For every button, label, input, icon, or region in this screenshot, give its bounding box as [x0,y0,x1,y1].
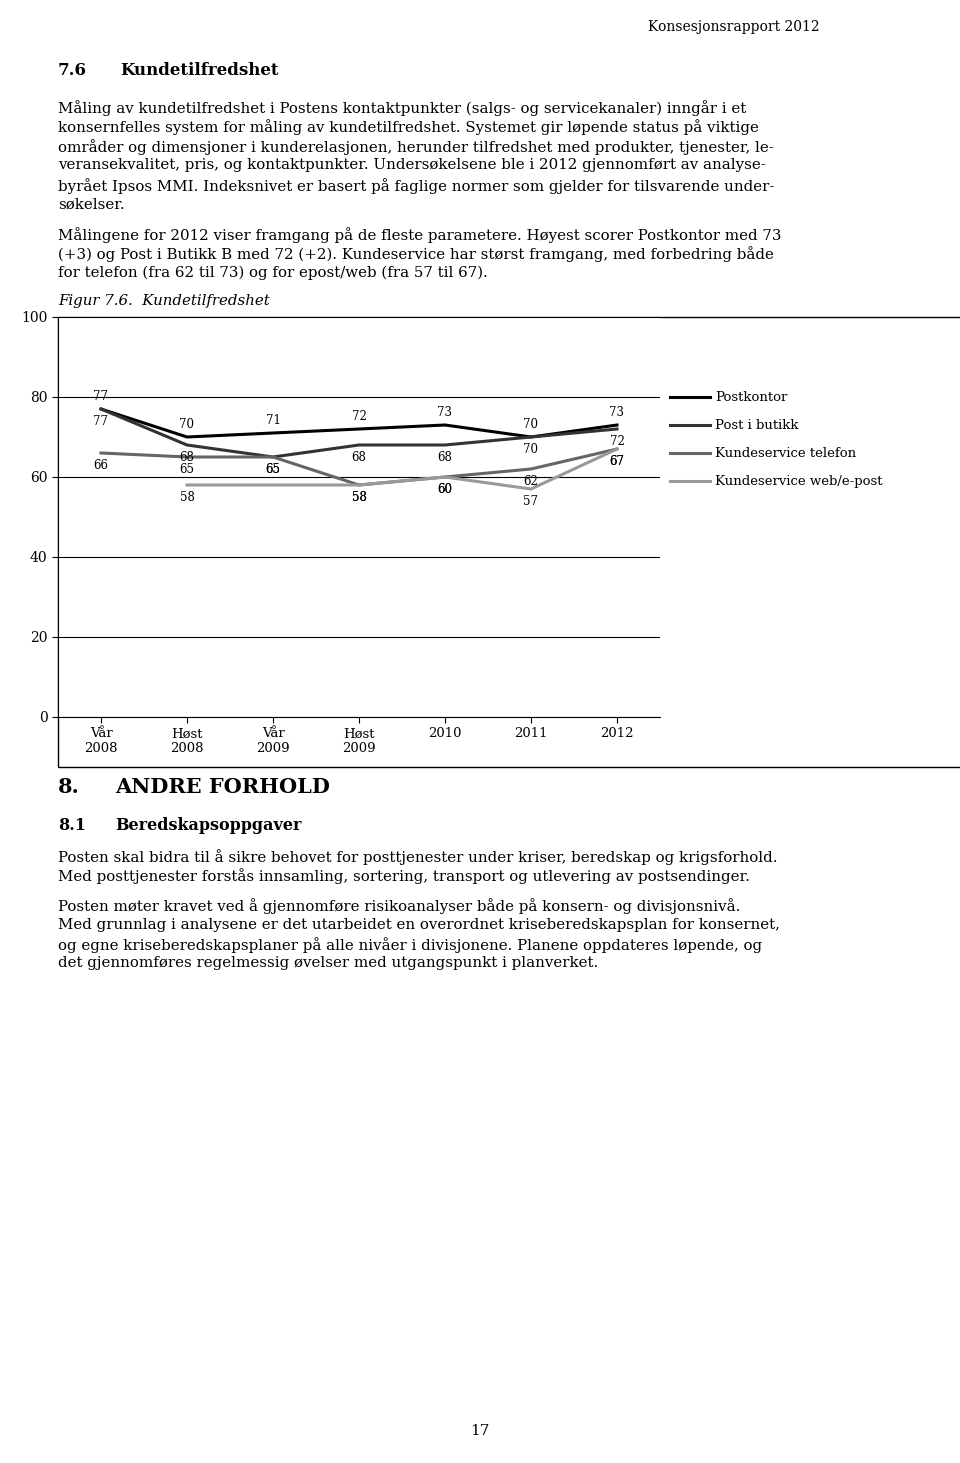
Text: 77: 77 [93,415,108,429]
Text: 73: 73 [610,407,625,418]
Text: 70: 70 [523,443,539,456]
Text: 72: 72 [351,410,367,423]
Text: 58: 58 [351,492,367,503]
Text: Med posttjenester forstås innsamling, sortering, transport og utlevering av post: Med posttjenester forstås innsamling, so… [58,869,750,884]
Text: 68: 68 [351,451,367,464]
Text: 58: 58 [351,492,367,503]
Text: Kundeservice telefon: Kundeservice telefon [715,448,856,459]
Text: 72: 72 [610,435,624,448]
Text: 62: 62 [523,475,539,489]
Text: 73: 73 [438,407,452,418]
Text: det gjennomføres regelmessig øvelser med utgangspunkt i planverket.: det gjennomføres regelmessig øvelser med… [58,957,598,970]
Text: 77: 77 [93,391,108,402]
Text: Figur 7.6.  Kundetilfredshet: Figur 7.6. Kundetilfredshet [58,294,270,307]
Text: 8.: 8. [58,777,80,797]
Text: 67: 67 [610,455,625,468]
Text: 60: 60 [438,483,452,496]
Text: 8.1: 8.1 [58,816,86,834]
Text: for telefon (fra 62 til 73) og for epost/web (fra 57 til 67).: for telefon (fra 62 til 73) og for epost… [58,266,488,281]
Text: 70: 70 [180,418,195,432]
Text: Beredskapsoppgaver: Beredskapsoppgaver [115,816,301,834]
Text: 71: 71 [266,414,280,427]
Text: 65: 65 [180,462,195,475]
Text: Kundeservice web/e-post: Kundeservice web/e-post [715,475,882,489]
Text: (+3) og Post i Butikk B med 72 (+2). Kundeservice har størst framgang, med forbe: (+3) og Post i Butikk B med 72 (+2). Kun… [58,246,774,262]
Text: 67: 67 [610,455,625,468]
Text: Post i butikk: Post i butikk [715,418,799,432]
Text: 70: 70 [523,418,539,432]
Text: Posten skal bidra til å sikre behovet for posttjenester under kriser, beredskap : Posten skal bidra til å sikre behovet fo… [58,849,778,865]
Text: 57: 57 [523,494,539,508]
Text: konsernfelles system for måling av kundetilfredshet. Systemet gir løpende status: konsernfelles system for måling av kunde… [58,120,758,136]
Text: 65: 65 [266,462,280,475]
Text: 66: 66 [93,459,108,473]
Text: Posten møter kravet ved å gjennomføre risikoanalyser både på konsern- og divisjo: Posten møter kravet ved å gjennomføre ri… [58,898,740,914]
Text: 58: 58 [180,492,195,503]
Text: Målingene for 2012 viser framgang på de fleste parametere. Høyest scorer Postkon: Målingene for 2012 viser framgang på de … [58,227,781,243]
Text: søkelser.: søkelser. [58,198,125,212]
Text: områder og dimensjoner i kunderelasjonen, herunder tilfredshet med produkter, tj: områder og dimensjoner i kunderelasjonen… [58,139,774,155]
Text: byrået Ipsos MMI. Indeksnivet er basert på faglige normer som gjelder for tilsva: byrået Ipsos MMI. Indeksnivet er basert … [58,178,775,195]
Text: Postkontor: Postkontor [715,391,787,404]
Text: og egne kriseberedskapsplaner på alle nivåer i divisjonene. Planene oppdateres l: og egne kriseberedskapsplaner på alle ni… [58,936,762,952]
Text: Måling av kundetilfredshet i Postens kontaktpunkter (salgs- og servicekanaler) i: Måling av kundetilfredshet i Postens kon… [58,99,746,116]
Text: 60: 60 [438,483,452,496]
Text: Konsesjonsrapport 2012: Konsesjonsrapport 2012 [648,20,820,34]
Text: ANDRE FORHOLD: ANDRE FORHOLD [115,777,330,797]
Text: veransekvalitet, pris, og kontaktpunkter. Undersøkelsene ble i 2012 gjennomført : veransekvalitet, pris, og kontaktpunkter… [58,158,766,173]
Bar [58,317,960,767]
Text: 68: 68 [438,451,452,464]
Text: 68: 68 [180,451,195,464]
Text: Med grunnlag i analysene er det utarbeidet en overordnet kriseberedskapsplan for: Med grunnlag i analysene er det utarbeid… [58,917,780,932]
Text: 65: 65 [266,462,280,475]
Text: 7.6: 7.6 [58,61,87,79]
Text: Kundetilfredshet: Kundetilfredshet [120,61,278,79]
Text: 17: 17 [470,1423,490,1438]
